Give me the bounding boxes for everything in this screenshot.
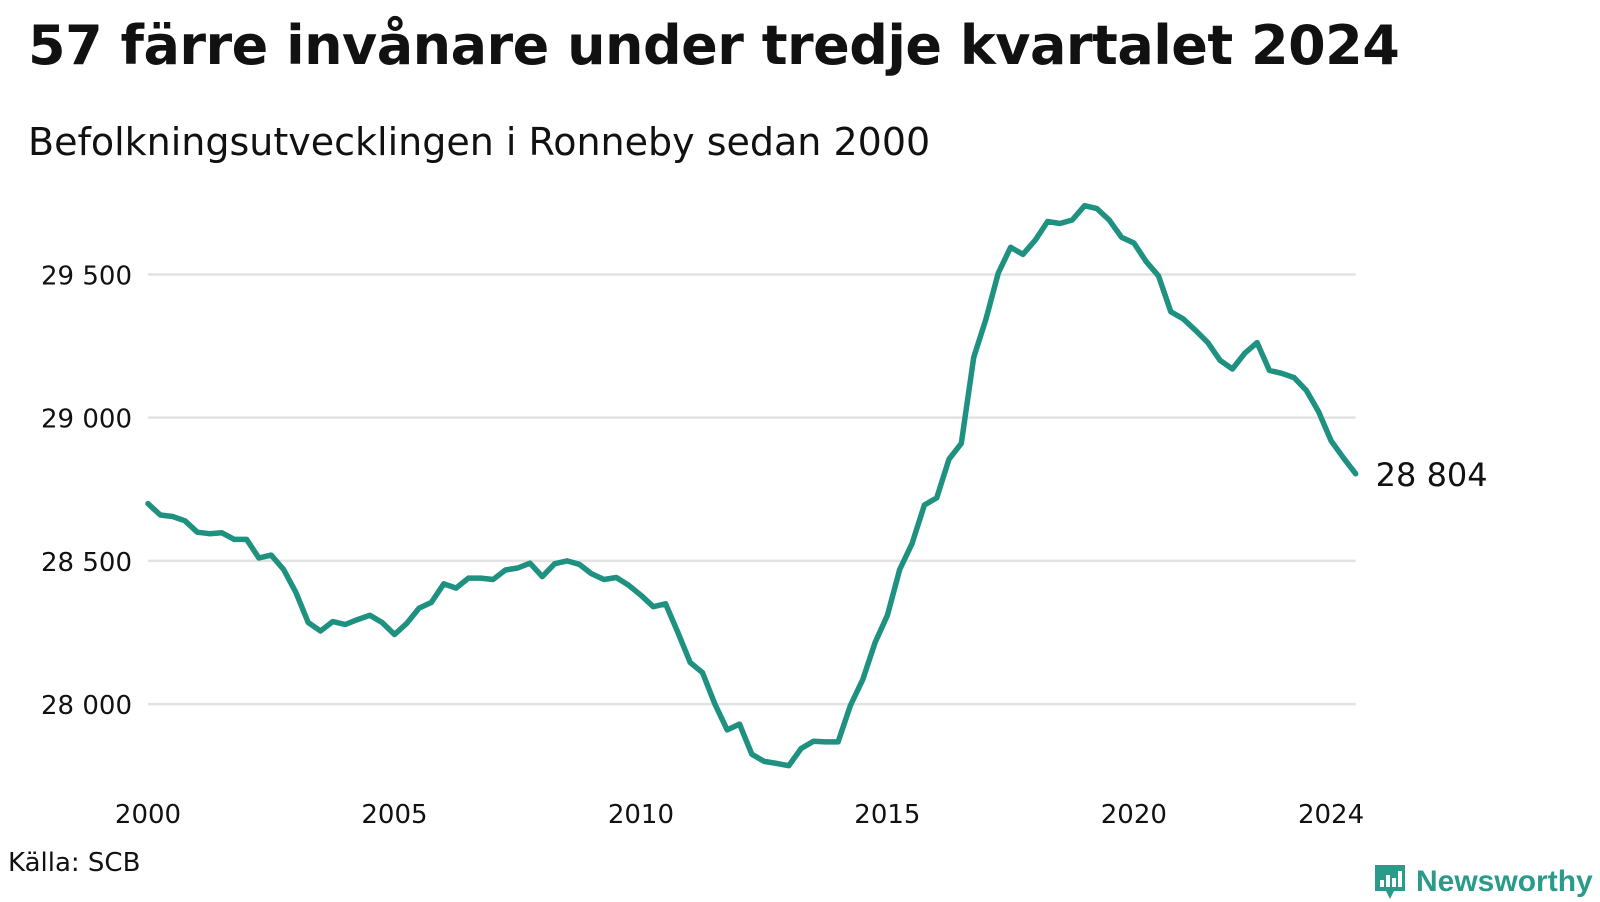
bar-chart-icon — [1375, 865, 1405, 899]
x-tick-label: 2020 — [1101, 800, 1167, 830]
series-line — [145, 202, 1359, 769]
y-tick-label: 29 500 — [41, 261, 132, 291]
brand-name: Newsworthy — [1416, 865, 1593, 898]
x-tick-label: 2005 — [361, 800, 427, 830]
end-value-label: 28 804 — [1376, 456, 1488, 494]
y-tick-label: 28 500 — [41, 548, 132, 578]
chart-subtitle: Befolkningsutvecklingen i Ronneby sedan … — [28, 120, 931, 164]
x-tick-label: 2015 — [854, 800, 920, 830]
brand-logo: Newsworthy — [1372, 862, 1593, 902]
y-tick-label: 29 000 — [41, 405, 132, 435]
x-tick-label: 2000 — [115, 800, 181, 830]
chart-title: 57 färre invånare under tredje kvartalet… — [28, 14, 1400, 77]
source-note: Källa: SCB — [8, 848, 141, 878]
y-tick-label: 28 000 — [41, 691, 132, 721]
x-tick-label: 2010 — [608, 800, 674, 830]
x-tick-label: 2024 — [1298, 800, 1364, 830]
